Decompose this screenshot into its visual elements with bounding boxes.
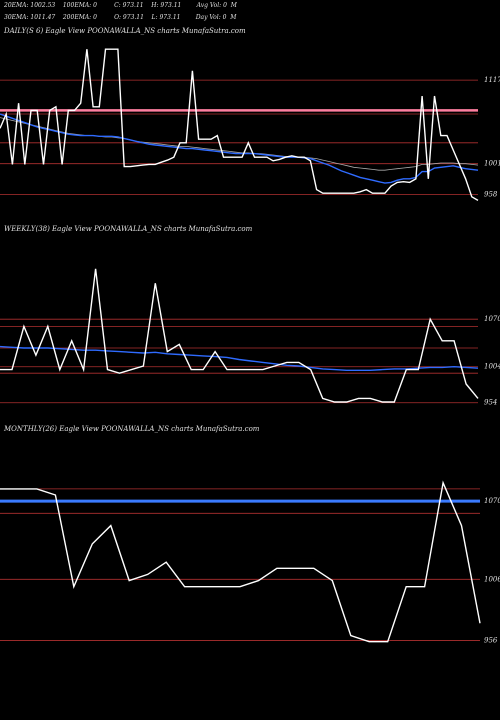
weekly-y-tick-2: 954	[484, 399, 497, 407]
indicator-header-line2: 30EMA: 1011.47 200EMA: 0 O: 973.11 L: 97…	[4, 14, 237, 21]
weekly-chart-title: WEEKLY(38) Eagle View POONAWALLA_NS char…	[4, 225, 253, 233]
daily-chart-title: DAILY(S 6) Eagle View POONAWALLA_NS char…	[3, 27, 246, 35]
monthly-y-tick-0: 1070	[484, 497, 500, 505]
indicator-header-line1: 20EMA: 1002.53 100EMA: 0 C: 973.11 H: 97…	[4, 2, 237, 9]
daily-ema20-line	[0, 113, 479, 184]
daily-y-tick-0: 1117	[484, 76, 500, 84]
daily-ema30-line	[0, 117, 479, 171]
weekly-price-line	[0, 268, 479, 403]
weekly-ema-line	[0, 345, 479, 371]
weekly-y-tick-0: 1070	[484, 315, 500, 323]
monthly-y-tick-1: 1006	[484, 575, 500, 583]
daily-y-tick-2: 958	[484, 191, 498, 199]
daily-y-tick-1: 1001	[484, 160, 500, 168]
monthly-chart-title: MONTHLY(26) Eagle View POONAWALLA_NS cha…	[3, 425, 260, 433]
monthly-price-line	[0, 480, 481, 643]
weekly-y-tick-1: 1004	[484, 363, 500, 371]
daily-price-line	[0, 48, 479, 202]
monthly-y-tick-2: 956	[484, 636, 498, 644]
